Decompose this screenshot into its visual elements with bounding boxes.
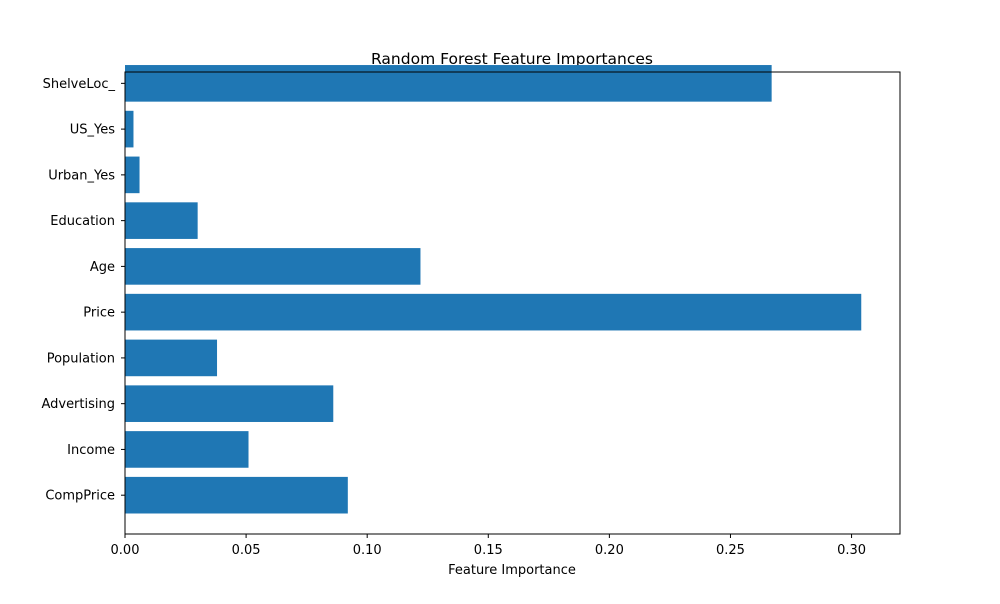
plot-frame: [124, 71, 901, 535]
x-axis-label: Feature Importance: [448, 563, 576, 578]
x-tick-label: 0.20: [595, 543, 624, 558]
bar-income: [125, 431, 249, 468]
bar-shelveloc-: [125, 65, 772, 102]
bar-compprice: [125, 476, 348, 514]
x-tick-label: 0.25: [716, 543, 745, 558]
bar-price: [125, 293, 862, 331]
y-tick-label: Advertising: [41, 397, 115, 412]
bar-age: [125, 248, 421, 285]
x-tick-label: 0.05: [232, 543, 261, 558]
bar-advertising: [125, 385, 334, 422]
y-tick-label: Age: [90, 260, 115, 275]
y-tick-label: ShelveLoc_: [43, 77, 116, 92]
x-tick-label: 0.10: [353, 543, 382, 558]
x-tick-label: 0.30: [837, 543, 866, 558]
bar-urban-yes: [125, 156, 140, 194]
y-tick-label: CompPrice: [45, 489, 115, 504]
bar-us-yes: [125, 110, 134, 148]
x-tick-label: 0.00: [111, 543, 140, 558]
y-tick-label: Population: [47, 351, 115, 366]
y-tick-label: Income: [67, 443, 115, 458]
bar-population: [125, 339, 218, 377]
bar-education: [125, 202, 198, 239]
bars-group: [125, 65, 862, 514]
chart-title: Random Forest Feature Importances: [371, 50, 653, 68]
y-axis-ticks: CompPrice Income Advertising Population Pric…: [41, 77, 125, 504]
x-axis-ticks: 0.00 0.05 0.10 0.15 0.20 0.25 0.30: [111, 534, 866, 558]
y-tick-label: Price: [83, 306, 115, 321]
y-tick-label: Urban_Yes: [48, 168, 115, 183]
x-tick-label: 0.15: [474, 543, 503, 558]
y-tick-label: Education: [50, 214, 115, 229]
y-tick-label: US_Yes: [70, 123, 115, 138]
